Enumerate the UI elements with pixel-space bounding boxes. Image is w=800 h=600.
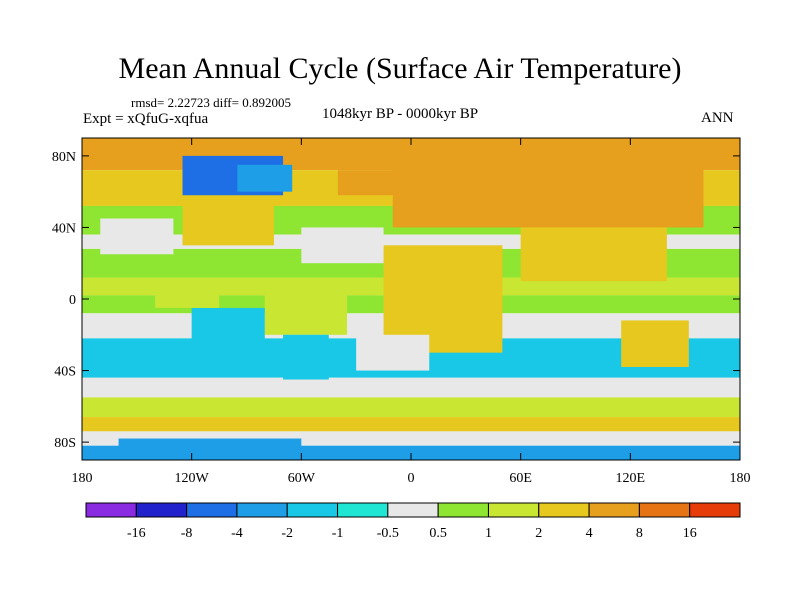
colorbar-box-0 — [85, 502, 137, 518]
colorbar-box-1 — [135, 502, 188, 518]
colorbar-label-9: 4 — [586, 526, 593, 541]
period-label: 1048kyr BP - 0000kyr BP — [322, 106, 479, 122]
colorbar-box-8 — [487, 502, 540, 518]
colorbar-label-11: 16 — [683, 526, 697, 541]
map-region-north-atlantic-warm — [337, 170, 430, 196]
colorbar-label-3: -2 — [281, 526, 293, 541]
map-band-11 — [82, 417, 740, 432]
season-label: ANN — [701, 110, 734, 126]
colorbar-label-8: 2 — [535, 526, 542, 541]
colorbar-label-4: -1 — [332, 526, 344, 541]
chart-title: Mean Annual Cycle (Surface Air Temperatu… — [118, 52, 682, 85]
colorbar-label-1: -8 — [181, 526, 193, 541]
x-tick-label-4: 60E — [509, 471, 532, 486]
y-tick-label-2: 0 — [69, 293, 76, 308]
map-band-10 — [82, 397, 740, 418]
y-tick-label-1: 40N — [52, 221, 76, 236]
colorbar-box-10 — [588, 502, 640, 518]
map-region-s-atlantic-neutral — [356, 334, 430, 371]
colorbar-box-3 — [236, 502, 288, 518]
colorbar-box-7 — [437, 502, 489, 518]
map-region-north-america-warm — [182, 200, 274, 246]
map-region-se-pacific-cool — [191, 307, 265, 353]
colorbar-label-7: 1 — [485, 526, 492, 541]
rmsd-diff-text: rmsd= 2.22723 diff= 0.892005 — [131, 95, 291, 110]
x-tick-label-0: 180 — [72, 471, 93, 486]
colorbar-box-6 — [387, 502, 439, 518]
x-tick-label-1: 120W — [175, 471, 210, 486]
y-tick-label-3: 40S — [54, 365, 76, 380]
map-region-eurasia-warm — [392, 155, 704, 228]
map-region-south-asia-warm — [520, 227, 667, 282]
colorbar-label-5: -0.5 — [377, 526, 399, 541]
colorbar-box-12 — [689, 502, 741, 518]
colorbar-label-2: -4 — [231, 526, 243, 541]
map-region-ne-pacific-neutral — [100, 218, 174, 255]
colorbar-label-10: 8 — [636, 526, 643, 541]
colorbar-label-0: -16 — [127, 526, 146, 541]
map-region-pacific-warm-spot — [155, 281, 220, 308]
colorbar-box-9 — [538, 502, 590, 518]
map-region-south-america-warm — [264, 281, 348, 335]
map-region-baffin-cold — [237, 164, 293, 192]
map-region-antarctica-cold — [118, 438, 302, 453]
y-tick-label-4: 80S — [54, 436, 76, 451]
experiment-label: Expt = xQfuG-xqfua — [83, 111, 209, 127]
x-tick-label-5: 120E — [616, 471, 646, 486]
x-tick-label-2: 60W — [288, 471, 316, 486]
colorbar-box-11 — [638, 502, 691, 518]
x-tick-label-6: 180 — [730, 471, 751, 486]
map-region-n-atlantic-neutral — [301, 227, 384, 264]
map-region-s-america-cool — [283, 334, 329, 380]
y-tick-label-0: 80N — [52, 150, 76, 165]
colorbar-box-2 — [186, 502, 238, 518]
map-region-australia-warm — [621, 320, 689, 367]
map-band-9 — [82, 377, 740, 398]
colorbar-box-4 — [286, 502, 339, 518]
x-tick-label-3: 0 — [408, 471, 415, 486]
colorbar-box-5 — [337, 502, 389, 518]
colorbar-label-6: 0.5 — [429, 526, 447, 541]
